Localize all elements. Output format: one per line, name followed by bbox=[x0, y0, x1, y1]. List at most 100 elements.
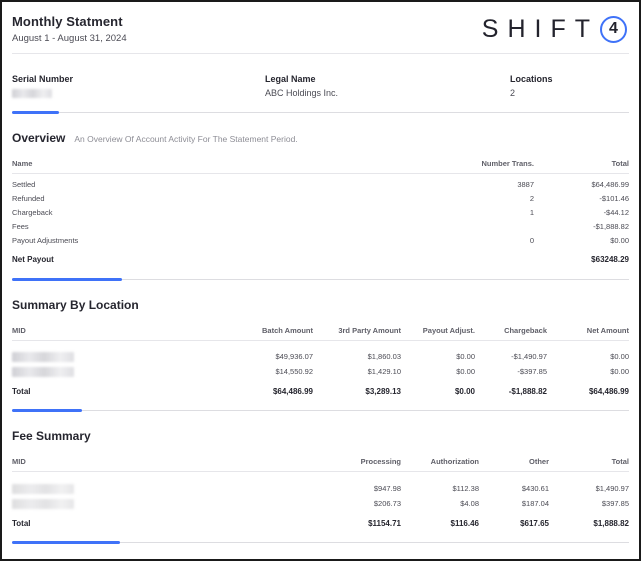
cell-authorization: $112.38 bbox=[452, 484, 479, 494]
total-batch: $64,486.99 bbox=[272, 387, 313, 397]
redacted-serial-number bbox=[12, 89, 52, 99]
row-total: $64,486.99 bbox=[591, 179, 629, 189]
overview-table-body: Settled 3887 $64,486.99 Refunded 2 -$101… bbox=[12, 177, 629, 267]
total-3rd-party: $3,289.13 bbox=[365, 387, 401, 397]
col-3rd-party-amount: 3rd Party Amount bbox=[338, 325, 401, 335]
row-total: -$1,888.82 bbox=[593, 222, 629, 232]
total-label: Total bbox=[12, 519, 31, 529]
locations-field: Locations 2 bbox=[510, 74, 629, 99]
col-mid: MID bbox=[12, 325, 26, 335]
blue-progress-bar bbox=[12, 408, 82, 412]
total-total: $1,888.82 bbox=[593, 519, 629, 529]
total-authorization: $116.46 bbox=[450, 519, 479, 529]
overview-title: Overview bbox=[12, 131, 66, 145]
locations-value: 2 bbox=[510, 88, 516, 98]
table-row: $947.98 $112.38 $430.61 $1,490.97 bbox=[12, 480, 629, 495]
net-payout-label: Net Payout bbox=[12, 255, 54, 265]
row-total: -$101.46 bbox=[599, 193, 629, 203]
col-batch-amount: Batch Amount bbox=[262, 325, 313, 335]
overview-header: Overview An Overview Of Account Activity… bbox=[12, 131, 629, 145]
row-number-trans: 1 bbox=[529, 207, 534, 217]
location-table-header: MID Batch Amount 3rd Party Amount Payout… bbox=[12, 326, 629, 335]
total-other: $617.65 bbox=[520, 519, 549, 529]
table-row: $14,550.92 $1,429.10 $0.00 -$397.85 $0.0… bbox=[12, 363, 629, 378]
table-row: Fees -$1,888.82 bbox=[12, 220, 629, 234]
legal-name-label: Legal Name bbox=[265, 74, 316, 84]
serial-number-field: Serial Number bbox=[12, 74, 265, 99]
cell-payout-adjust: $0.00 bbox=[456, 367, 475, 377]
table-row: $49,936.07 $1,860.03 $0.00 -$1,490.97 $0… bbox=[12, 348, 629, 363]
row-name: Chargeback bbox=[12, 207, 53, 217]
row-number-trans: 2 bbox=[529, 193, 534, 203]
fee-table-header: MID Processing Authorization Other Total bbox=[12, 457, 629, 466]
legal-name-field: Legal Name ABC Holdings Inc. bbox=[265, 74, 510, 99]
cell-3rd-party: $1,429.10 bbox=[367, 367, 401, 377]
overview-section-divider bbox=[12, 277, 629, 282]
total-processing: $1154.71 bbox=[368, 519, 401, 529]
table-row: Payout Adjustments 0 $0.00 bbox=[12, 234, 629, 248]
col-chargeback: Chargeback bbox=[504, 325, 547, 335]
table-row: Refunded 2 -$101.46 bbox=[12, 191, 629, 205]
page-header: Monthly Statment August 1 - August 31, 2… bbox=[12, 14, 629, 44]
col-processing: Processing bbox=[360, 456, 401, 466]
location-section-divider bbox=[12, 408, 629, 413]
col-total: Total bbox=[611, 159, 629, 168]
row-number-trans: 3887 bbox=[517, 179, 534, 189]
redacted-mid bbox=[12, 366, 74, 377]
location-header-rule bbox=[12, 339, 629, 341]
account-section-divider bbox=[12, 111, 629, 115]
cell-net: $0.00 bbox=[610, 352, 629, 362]
net-payout-total: $63248.29 bbox=[591, 255, 629, 265]
cell-total: $397.85 bbox=[601, 499, 629, 509]
overview-table-header: Name Number Trans. Total bbox=[12, 159, 629, 168]
row-total: -$44.12 bbox=[603, 207, 629, 217]
row-name: Payout Adjustments bbox=[12, 236, 79, 246]
page-title: Monthly Statment bbox=[12, 14, 123, 29]
col-payout-adjust: Payout Adjust. bbox=[422, 325, 475, 335]
blue-progress-bar bbox=[12, 277, 122, 281]
total-chargeback: -$1,888.82 bbox=[508, 387, 547, 397]
shift4-logo-badge-icon: 4 bbox=[600, 15, 627, 43]
cell-chargeback: -$1,490.97 bbox=[511, 352, 547, 362]
shift4-logo: SHIFT 4 bbox=[482, 15, 629, 44]
cell-chargeback: -$397.85 bbox=[517, 367, 547, 377]
summary-by-location-title: Summary By Location bbox=[12, 297, 139, 312]
overview-header-rule bbox=[12, 173, 629, 174]
fee-table-body: $947.98 $112.38 $430.61 $1,490.97 $206.7… bbox=[12, 480, 629, 531]
cell-batch: $14,550.92 bbox=[275, 367, 313, 377]
redacted-mid-cell bbox=[12, 480, 317, 498]
fee-footer-row: Total $1154.71 $116.46 $617.65 $1,888.82 bbox=[12, 517, 629, 531]
statement-date-range: August 1 - August 31, 2024 bbox=[12, 33, 127, 44]
overview-subtitle: An Overview Of Account Activity For The … bbox=[74, 134, 298, 144]
cell-processing: $206.73 bbox=[373, 499, 401, 509]
shift4-logo-text: SHIFT bbox=[481, 14, 599, 43]
cell-other: $187.04 bbox=[521, 499, 549, 509]
overview-footer-row: Net Payout $63248.29 bbox=[12, 253, 629, 267]
row-total: $0.00 bbox=[610, 236, 629, 246]
row-number-trans: 0 bbox=[529, 236, 534, 246]
cell-authorization: $4.08 bbox=[460, 499, 479, 509]
header-divider bbox=[12, 53, 629, 54]
row-name: Refunded bbox=[12, 193, 45, 203]
table-row: $206.73 $4.08 $187.04 $397.85 bbox=[12, 495, 629, 510]
col-number-trans: Number Trans. bbox=[481, 159, 534, 168]
total-net: $64,486.99 bbox=[588, 387, 629, 397]
cell-processing: $947.98 bbox=[373, 484, 401, 494]
redacted-mid bbox=[12, 351, 74, 362]
redacted-mid bbox=[12, 483, 74, 494]
cell-batch: $49,936.07 bbox=[275, 352, 313, 362]
row-name: Settled bbox=[12, 179, 36, 189]
serial-number-label: Serial Number bbox=[12, 74, 74, 84]
row-name: Fees bbox=[12, 222, 29, 232]
redacted-mid-cell bbox=[12, 495, 317, 513]
redacted-mid-cell bbox=[12, 363, 225, 381]
col-mid: MID bbox=[12, 456, 26, 466]
table-row: Settled 3887 $64,486.99 bbox=[12, 177, 629, 191]
redacted-mid-cell bbox=[12, 348, 225, 366]
account-info: Serial Number Legal Name ABC Holdings In… bbox=[12, 74, 629, 99]
table-row: Chargeback 1 -$44.12 bbox=[12, 205, 629, 219]
col-net-amount: Net Amount bbox=[586, 325, 629, 335]
blue-progress-bar bbox=[12, 540, 120, 544]
col-authorization: Authorization bbox=[430, 456, 479, 466]
